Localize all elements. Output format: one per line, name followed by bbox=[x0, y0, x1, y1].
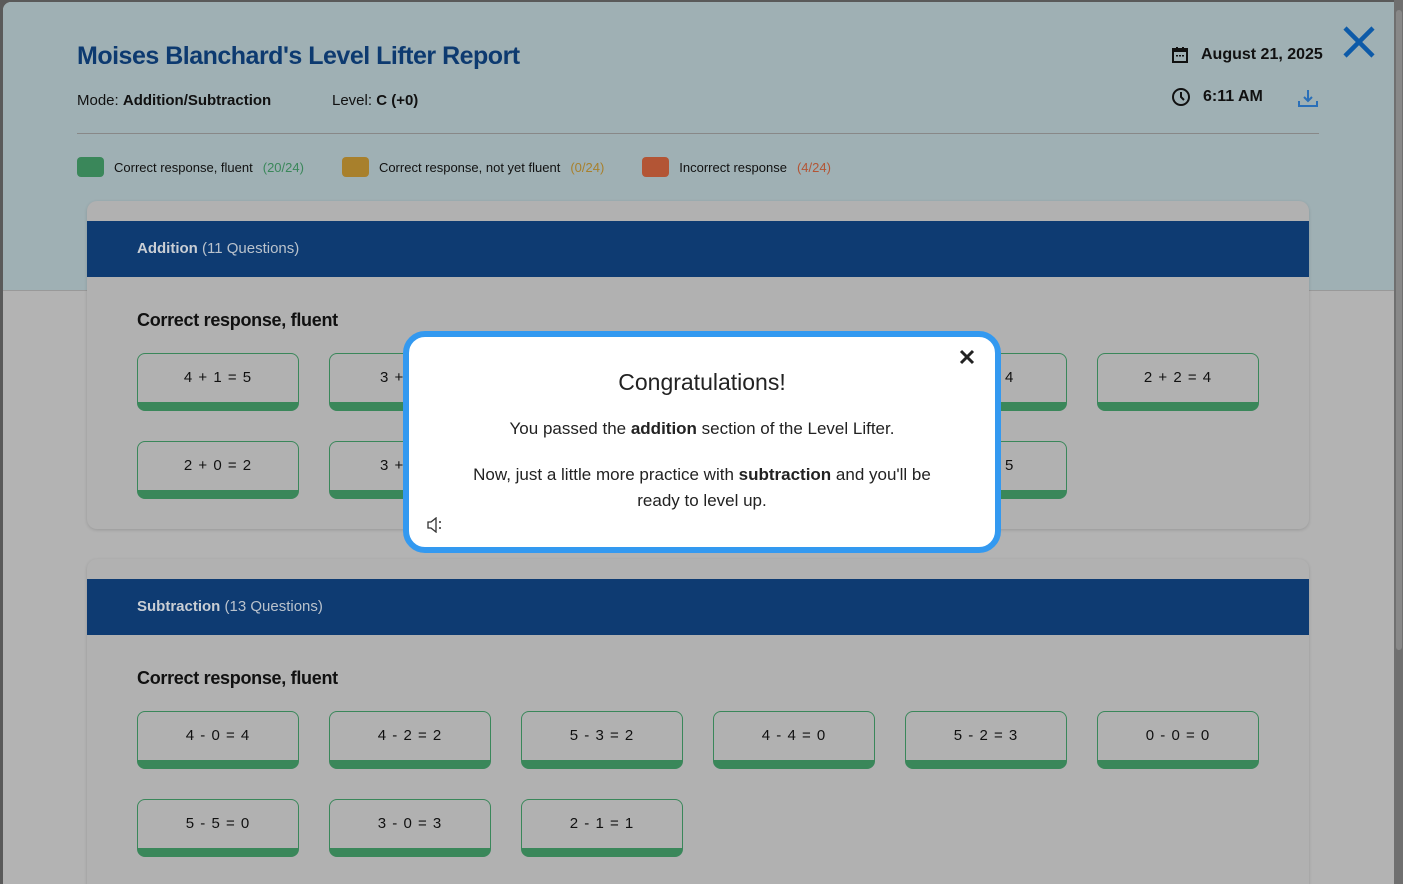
subtraction-section: Subtraction (13 Questions) Correct respo… bbox=[87, 559, 1309, 884]
report-date: August 21, 2025 bbox=[1171, 46, 1323, 64]
legend-swatch bbox=[77, 157, 104, 177]
question-card[interactable]: 3 - 0 = 3 bbox=[329, 799, 491, 857]
clock-icon bbox=[1172, 88, 1190, 106]
modal-message-1: You passed the addition section of the L… bbox=[509, 419, 895, 438]
mode-info: Mode: Addition/Subtraction bbox=[77, 92, 272, 109]
speaker-icon bbox=[427, 516, 441, 534]
speaker-button[interactable] bbox=[426, 516, 444, 538]
congratulations-modal: Congratulations! You passed the addition… bbox=[403, 331, 1001, 553]
addition-subheading: Correct response, fluent bbox=[137, 310, 338, 330]
question-card[interactable]: 4 - 4 = 0 bbox=[713, 711, 875, 769]
addition-header[interactable]: Addition (11 Questions) bbox=[87, 221, 1309, 277]
report-time: 6:11 AM bbox=[1171, 87, 1263, 107]
question-card[interactable]: 2 + 0 = 2 bbox=[137, 441, 299, 499]
question-card[interactable]: 2 + 2 = 4 bbox=[1097, 353, 1259, 411]
subtraction-subheading: Correct response, fluent bbox=[137, 668, 338, 688]
question-card[interactable]: 5 - 2 = 3 bbox=[905, 711, 1067, 769]
question-card[interactable]: 2 - 1 = 1 bbox=[521, 799, 683, 857]
modal-message-2: Now, just a little more practice with su… bbox=[473, 465, 931, 510]
level-info: Level: C (+0) bbox=[332, 92, 419, 109]
subtraction-header[interactable]: Subtraction (13 Questions) bbox=[87, 579, 1309, 635]
legend-not-fluent: Correct response, not yet fluent (0/24) bbox=[341, 157, 604, 177]
close-modal-button[interactable] bbox=[959, 349, 975, 370]
download-button[interactable] bbox=[1297, 88, 1319, 113]
legend-fluent: Correct response, fluent (20/24) bbox=[77, 157, 304, 177]
question-card[interactable]: 4 - 2 = 2 bbox=[329, 711, 491, 769]
legend: Correct response, fluent (20/24) Correct … bbox=[77, 157, 831, 177]
legend-swatch bbox=[642, 157, 670, 177]
question-card[interactable]: 5 - 3 = 2 bbox=[521, 711, 683, 769]
close-report-button[interactable] bbox=[1341, 24, 1377, 65]
question-card[interactable]: 0 - 0 = 0 bbox=[1097, 711, 1259, 769]
legend-swatch bbox=[341, 157, 369, 177]
question-card[interactable]: 5 - 5 = 0 bbox=[137, 799, 299, 857]
legend-incorrect: Incorrect response (4/24) bbox=[642, 157, 831, 177]
close-icon bbox=[959, 349, 975, 365]
report-window: Moises Blanchard's Level Lifter Report M… bbox=[3, 2, 1394, 884]
close-icon bbox=[1343, 26, 1375, 58]
page-title: Moises Blanchard's Level Lifter Report bbox=[77, 42, 520, 70]
question-card[interactable]: 4 - 0 = 4 bbox=[137, 711, 299, 769]
calendar-icon bbox=[1172, 47, 1188, 63]
modal-title: Congratulations! bbox=[618, 369, 786, 395]
divider bbox=[77, 133, 1319, 134]
question-card[interactable]: 4 + 1 = 5 bbox=[137, 353, 299, 411]
scrollbar-thumb[interactable] bbox=[1396, 10, 1402, 650]
download-icon bbox=[1298, 90, 1318, 107]
